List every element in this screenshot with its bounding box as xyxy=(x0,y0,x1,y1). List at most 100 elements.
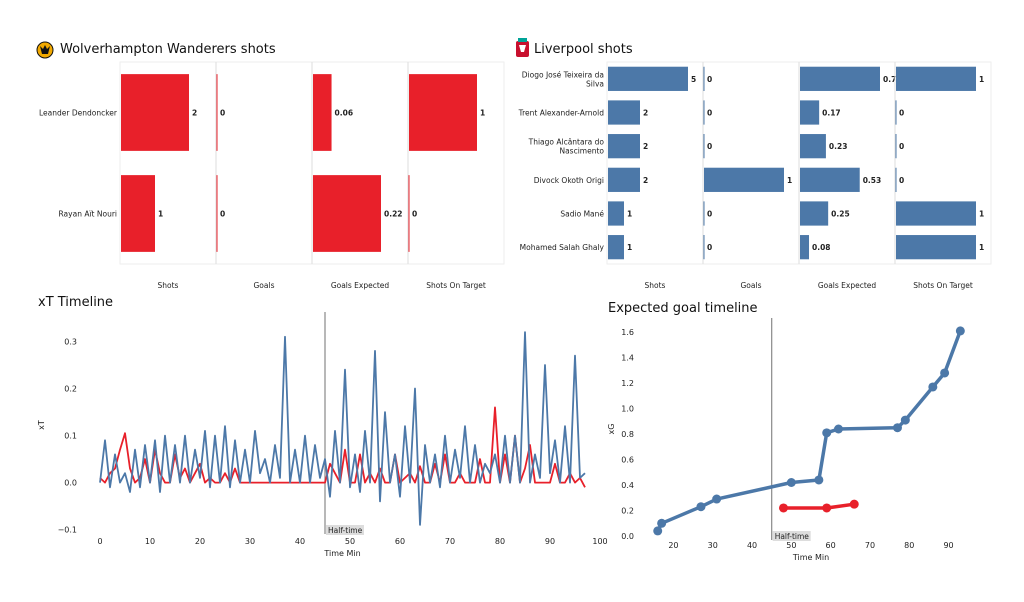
x-tick-label: 20 xyxy=(668,541,678,550)
bar-value-label: 0 xyxy=(707,75,712,84)
player-label: Rayan Aït Nouri xyxy=(59,210,117,219)
x-tick-label: 90 xyxy=(545,537,555,546)
bar-value-label: 1 xyxy=(627,210,632,219)
bar-shots-3 xyxy=(608,167,640,192)
x-tick-label: 40 xyxy=(295,537,305,546)
x-axis-label: Time Min xyxy=(792,553,829,562)
bar-value-label: 0 xyxy=(899,176,904,185)
player-label: Sadio Mané xyxy=(560,210,604,219)
series-point-0 xyxy=(892,423,902,433)
x-tick-label: 0 xyxy=(97,537,102,546)
x-tick-label: 90 xyxy=(943,541,953,550)
bar-value-label: 0 xyxy=(899,142,904,151)
xt-timeline-title: xT Timeline xyxy=(38,295,113,310)
bar-value-label: 0.25 xyxy=(831,210,850,219)
bar-value-label: 0.08 xyxy=(812,243,831,252)
metric-label-shots-on-target: Shots On Target xyxy=(426,281,486,290)
player-label: Mohamed Salah Ghaly xyxy=(520,243,605,252)
bar-shots-0 xyxy=(121,74,189,151)
player-label: Trent Alexander-Arnold xyxy=(518,109,605,118)
series-point-1 xyxy=(849,499,859,509)
x-tick-label: 80 xyxy=(904,541,914,550)
bar-shots-on-target-0 xyxy=(896,66,976,91)
wolves-shots-chart: Shots 2 1 Goals 0 0 Goals Expected 0.06 0.22 Shot… xyxy=(39,61,505,290)
series-point-1 xyxy=(778,503,788,513)
series-point-0 xyxy=(955,326,965,336)
series-point-0 xyxy=(786,478,796,487)
bar-goals-expected-5 xyxy=(800,235,810,260)
y-tick-label: 0.2 xyxy=(64,385,77,394)
bar-goals-expected-3 xyxy=(800,167,860,192)
x-tick-label: 100 xyxy=(592,537,607,546)
series-line-1 xyxy=(99,331,586,526)
y-tick-label: 1.0 xyxy=(621,405,634,414)
bar-goals-expected-0 xyxy=(313,74,332,151)
y-tick-label: 0.2 xyxy=(621,507,634,516)
y-tick-label: 0.0 xyxy=(64,479,77,488)
bar-value-label: 0 xyxy=(707,243,712,252)
y-tick-label: −0.1 xyxy=(58,526,77,535)
bar-shots-1 xyxy=(608,100,640,125)
metric-label-goals: Goals xyxy=(254,281,275,290)
bar-value-label: 0 xyxy=(220,210,225,219)
y-tick-label: 0.6 xyxy=(621,456,634,465)
bar-goals-3 xyxy=(704,167,784,192)
y-tick-label: 0.4 xyxy=(621,481,634,490)
bar-value-label: 2 xyxy=(643,109,648,118)
x-tick-label: 50 xyxy=(786,541,796,550)
bar-shots-2 xyxy=(608,134,640,159)
bar-goals-expected-0 xyxy=(800,66,880,91)
half-time-box xyxy=(326,525,364,535)
y-tick-label: 1.6 xyxy=(621,328,634,337)
bar-shots-on-target-4 xyxy=(896,201,976,226)
series-point-0 xyxy=(712,494,722,504)
xg-timeline-chart: 20 30 40 50 60 70 80 90 0.0 0.2 0.4 0.6 0.8 1.0 1.2 1.4… xyxy=(607,318,965,562)
bar-value-label: 1 xyxy=(787,176,792,185)
series-point-0 xyxy=(928,382,938,392)
y-tick-label: 0.0 xyxy=(621,532,634,541)
metric-label-goals-expected: Goals Expected xyxy=(331,281,390,290)
bar-value-label: 0 xyxy=(707,109,712,118)
liverpool-chart-title: Liverpool shots xyxy=(534,42,633,57)
bar-value-label: 1 xyxy=(480,109,485,118)
x-tick-label: 70 xyxy=(865,541,875,550)
bar-value-label: 5 xyxy=(691,75,696,84)
metric-label-shots-on-target: Shots On Target xyxy=(913,281,973,290)
player-label: Divock Okoth Origi xyxy=(534,176,604,185)
y-tick-label: 0.3 xyxy=(64,338,77,347)
bar-value-label: 0.53 xyxy=(863,176,882,185)
series-point-0 xyxy=(834,424,844,434)
x-tick-label: 80 xyxy=(495,537,505,546)
bar-shots-5 xyxy=(608,235,624,260)
series-line-0 xyxy=(656,330,962,532)
wolves-crest-icon xyxy=(36,41,54,59)
y-tick-label: 1.4 xyxy=(621,354,634,363)
y-tick-label: 0.1 xyxy=(64,432,77,441)
series-point-0 xyxy=(900,415,910,425)
bar-value-label: 2 xyxy=(643,176,648,185)
bar-goals-expected-4 xyxy=(800,201,829,226)
metric-label-shots: Shots xyxy=(645,281,666,290)
series-line-1 xyxy=(783,502,855,510)
half-time-label: Half-time xyxy=(328,526,363,535)
bar-value-label: 1 xyxy=(979,75,984,84)
liverpool-shots-chart: Shots 5 2 2 2 1 1 Goals 0 0 0 1 0 0 Goals Expected 0.71… xyxy=(518,61,992,290)
xg-timeline-title: Expected goal timeline xyxy=(608,301,758,316)
bar-value-label: 0.23 xyxy=(829,142,848,151)
y-tick-label: 0.8 xyxy=(621,430,634,439)
bar-value-label: 0 xyxy=(412,210,417,219)
x-tick-label: 20 xyxy=(195,537,205,546)
bar-value-label: 1 xyxy=(979,210,984,219)
bar-shots-1 xyxy=(121,175,155,252)
bar-value-label: 1 xyxy=(979,243,984,252)
x-tick-label: 40 xyxy=(747,541,757,550)
x-tick-label: 10 xyxy=(145,537,155,546)
x-tick-label: 30 xyxy=(245,537,255,546)
bar-value-label: 1 xyxy=(627,243,632,252)
bar-goals-expected-1 xyxy=(800,100,820,125)
half-time-box xyxy=(772,531,811,541)
bar-goals-expected-2 xyxy=(800,134,826,159)
bar-value-label: 0 xyxy=(220,109,225,118)
bar-value-label: 2 xyxy=(192,109,197,118)
